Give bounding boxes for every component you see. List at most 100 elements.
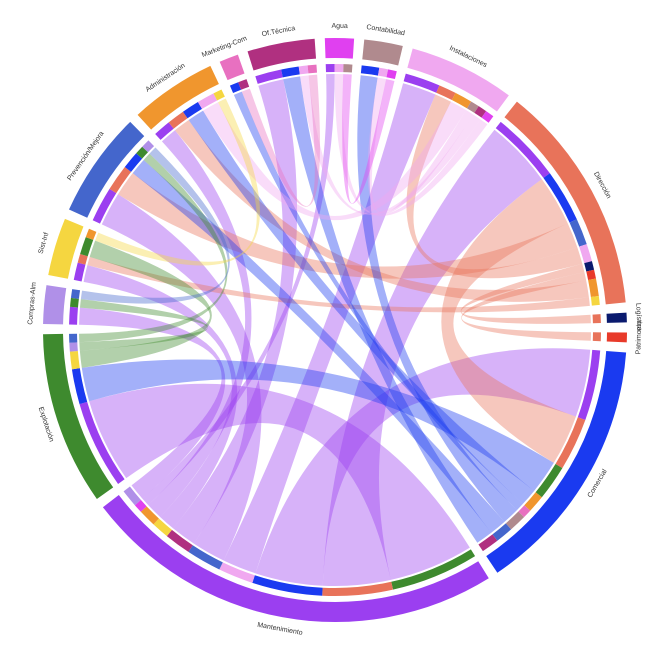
link-strip <box>188 545 223 570</box>
link-strip <box>155 122 174 140</box>
link-strip <box>535 463 563 498</box>
chord-ribbon <box>203 101 467 221</box>
chord-ribbon <box>101 194 262 561</box>
link-strip <box>436 85 456 101</box>
sector-label: Comercial <box>587 468 609 499</box>
link-strip <box>281 66 300 78</box>
link-strip <box>505 511 525 530</box>
link-strip <box>136 146 148 159</box>
sector-arc <box>606 332 627 343</box>
chord-ribbon <box>406 94 583 279</box>
link-strip <box>555 417 586 469</box>
chord-ribbon <box>148 130 252 518</box>
chord-ribbon <box>173 79 298 544</box>
chord-ribbon <box>223 83 436 574</box>
link-strip <box>238 79 250 90</box>
link-strip <box>391 549 476 590</box>
chord-ribbon <box>342 74 395 204</box>
chord-ribbon <box>79 153 228 343</box>
chord-ribbon <box>79 299 208 351</box>
link-strip <box>109 167 132 194</box>
link-strip <box>182 102 203 119</box>
link-strip <box>153 518 172 537</box>
chord-ribbon <box>241 74 321 207</box>
chord-ribbon <box>461 272 591 341</box>
chord-ribbon <box>174 119 589 302</box>
link-strip <box>467 101 479 113</box>
sector-label: Mantenimiento <box>257 622 304 637</box>
sector-label: Agua <box>331 23 348 30</box>
link-strip <box>579 244 592 264</box>
sector-label: Patrimonio <box>635 321 643 355</box>
link-strip <box>569 219 587 247</box>
link-strip <box>69 333 78 343</box>
link-strip <box>92 188 117 224</box>
link-strip <box>586 269 596 281</box>
link-strip <box>577 349 601 420</box>
link-strip <box>325 64 335 73</box>
sector-label: Sist-Inf <box>38 232 51 255</box>
sector-label: Compras-Alm <box>27 282 38 325</box>
sector-arc <box>324 38 355 59</box>
link-strip <box>80 237 94 257</box>
link-strip <box>140 506 159 525</box>
chord-ribbon <box>89 383 470 580</box>
chord-ribbon <box>79 240 212 368</box>
sector-label: Dirección <box>592 171 612 200</box>
chord-ribbon <box>142 74 335 505</box>
chord-ribbon <box>283 76 492 543</box>
sector-arc <box>247 38 317 71</box>
sector-arc <box>486 350 627 573</box>
link-strip <box>213 89 225 101</box>
link-strip <box>168 111 188 129</box>
link-strip <box>584 261 595 272</box>
chord-ribbon <box>255 348 591 586</box>
link-strip <box>134 499 147 512</box>
link-strip <box>219 562 255 583</box>
link-strip <box>588 278 599 298</box>
link-strip <box>255 69 283 84</box>
link-strip <box>298 65 309 75</box>
sector-arc <box>137 65 219 130</box>
sector-label: Of.Técnica <box>261 25 296 38</box>
link-strip <box>307 64 318 74</box>
chord-ribbon <box>132 159 505 533</box>
link-strip <box>386 69 397 80</box>
sector-arc <box>48 218 84 279</box>
link-strip <box>377 67 389 78</box>
link-strip <box>70 289 81 299</box>
sector-arc <box>43 333 114 499</box>
chord-ribbon <box>117 173 578 279</box>
chord-ribbon <box>441 179 576 463</box>
link-strip <box>79 401 125 484</box>
link-strip <box>166 529 193 552</box>
link-strip <box>77 253 88 265</box>
link-strip <box>124 153 143 172</box>
ribbons <box>79 74 591 586</box>
link-strip <box>518 505 531 518</box>
sector-arc <box>68 121 145 218</box>
chord-ribbon <box>87 256 590 313</box>
link-strip <box>592 332 601 342</box>
link-strip <box>474 106 487 118</box>
link-strip <box>142 140 155 153</box>
link-strip <box>360 65 380 76</box>
link-strip <box>69 306 78 325</box>
sector-arc <box>43 285 67 325</box>
sector-label: Marketing-Com <box>201 35 248 59</box>
link-strip <box>322 581 393 597</box>
sector-arc <box>219 54 245 81</box>
link-strip <box>478 534 498 552</box>
sector-label: Explotación <box>37 406 55 443</box>
link-strip <box>85 228 97 240</box>
chord-ribbon <box>322 129 542 586</box>
link-strip <box>69 342 78 352</box>
link-strip <box>403 73 440 93</box>
link-strip <box>69 350 80 370</box>
sector-arc <box>407 48 509 112</box>
link-strip <box>492 523 512 541</box>
sector-label: Contabilidad <box>366 24 406 37</box>
sector-arc <box>504 101 626 305</box>
chord-ribbon <box>188 110 535 504</box>
